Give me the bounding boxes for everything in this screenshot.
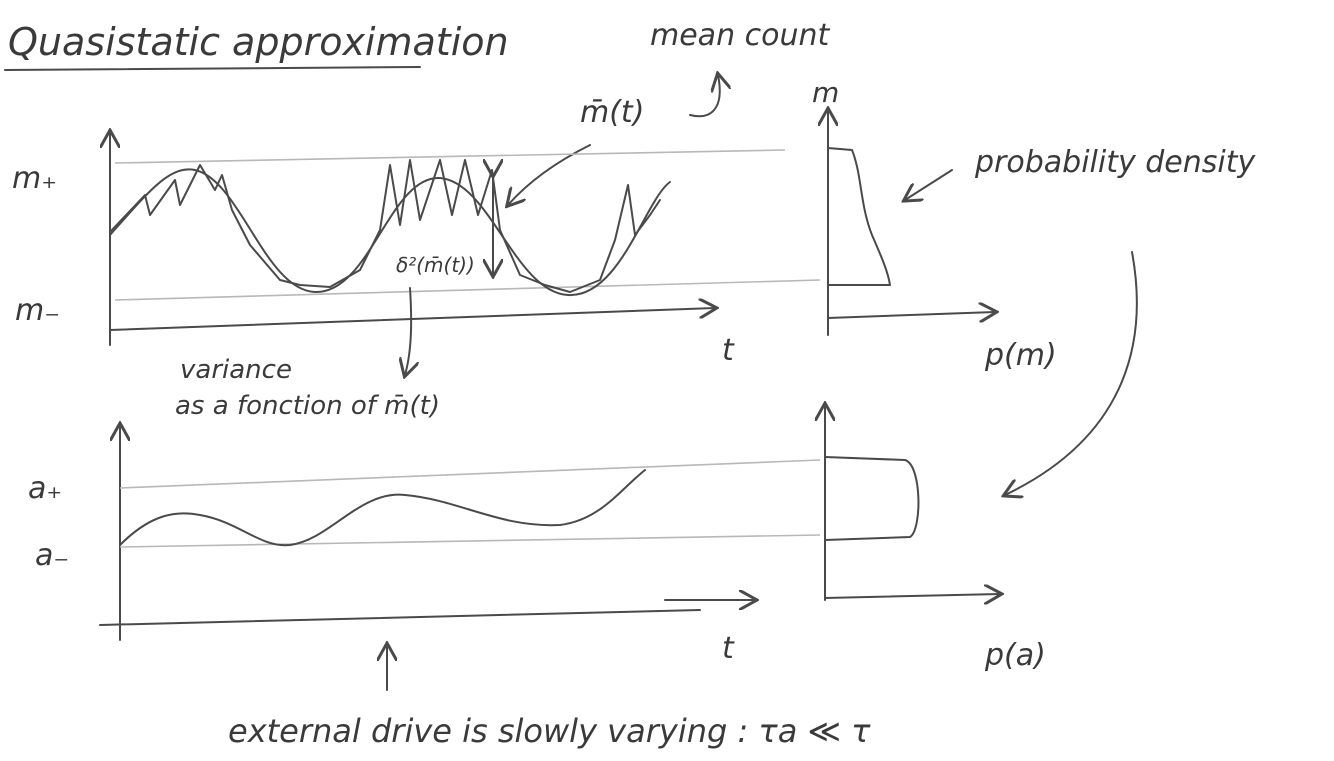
upper-label: a₊ [28,471,62,506]
upper-label: m₊ [12,161,57,196]
density-shape [825,457,918,540]
lower-label: m₋ [15,293,60,328]
note-arrow [690,75,720,116]
lower-label: a₋ [35,538,69,573]
x-axis [100,610,700,625]
footer-note: external drive is slowly varying : τa ≪ … [228,712,871,750]
link-arrow [1005,252,1137,495]
density-y-label: m [812,76,839,109]
x-label: t [722,333,735,368]
upper-line [120,460,820,488]
mean-curve [110,169,670,295]
title-underline [5,67,420,70]
density-label: p(m) [984,338,1057,373]
variance-note: as a fonction of m̄(t) [175,391,440,421]
density-note: probability density [974,145,1257,180]
diagram: Quasistatic approximation mean count m̄(… [0,0,1334,761]
density-x-axis [825,594,1000,598]
density-x-axis [828,312,995,318]
header-note: mean count [650,18,830,53]
upper-line [115,150,785,163]
mean-label: m̄(t) [580,95,644,130]
lower-line [115,280,820,300]
x-axis [110,308,715,330]
variance-note: variance [180,355,292,385]
density-shape [828,148,890,285]
drive-curve [120,470,645,545]
title: Quasistatic approximation [8,20,509,64]
density-note-arrow [905,170,952,200]
x-label: t [722,631,735,666]
lower-line [120,535,820,547]
variance-symbol: δ²(m̄(t)) [396,253,475,277]
density-label: p(a) [984,638,1046,673]
variance-pointer [405,288,411,375]
